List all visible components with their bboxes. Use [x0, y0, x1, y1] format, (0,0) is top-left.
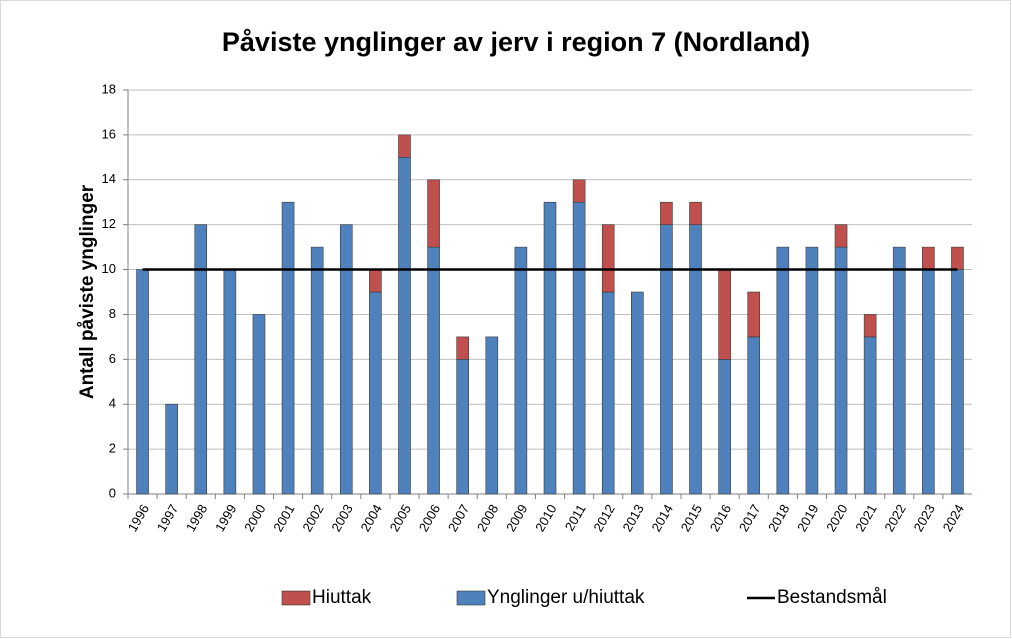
- y-tick-label: 0: [109, 485, 116, 500]
- bar-segment: [892, 246, 906, 495]
- bar-segment: [631, 291, 644, 495]
- bar-segment: [572, 179, 586, 203]
- bar-segment: [398, 134, 411, 158]
- bar-segment: [427, 179, 440, 248]
- bar-segment: [805, 246, 819, 495]
- bar-segment: [194, 224, 208, 495]
- bar-segment: [689, 224, 702, 495]
- bar-segment: [252, 314, 266, 495]
- bar-segment: [485, 336, 499, 495]
- y-tick-label: 8: [109, 306, 116, 321]
- bar-segment: [427, 246, 440, 495]
- bar-segment: [601, 224, 615, 293]
- y-axis-label: Antall påviste ynglinger: [77, 184, 98, 399]
- bar-segment: [369, 269, 382, 293]
- bar-segment: [398, 157, 411, 495]
- legend-swatch: [456, 590, 486, 606]
- bar-segment: [456, 359, 469, 495]
- bar-segment: [834, 246, 848, 495]
- bar-segment: [223, 269, 237, 495]
- bar-segment: [572, 201, 586, 495]
- legend-label: Hiuttak: [312, 587, 372, 608]
- bar-segment: [834, 224, 848, 248]
- legend-label: Ynglinger u/hiuttak: [487, 587, 645, 608]
- chart-title: Påviste ynglinger av jerv i region 7 (No…: [222, 27, 810, 57]
- bar-segment: [922, 246, 935, 270]
- bar-segment: [718, 269, 731, 360]
- bar-segment: [747, 336, 761, 495]
- bar-segment: [951, 246, 964, 270]
- bar-segment: [951, 269, 964, 495]
- bar-segment: [369, 291, 382, 495]
- y-tick-label: 16: [102, 126, 116, 141]
- y-tick-label: 12: [102, 216, 116, 231]
- bar-segment: [863, 314, 877, 338]
- bar-segment: [863, 336, 877, 495]
- y-tick-label: 18: [102, 81, 116, 96]
- bar-segment: [718, 359, 731, 495]
- bar-segment: [281, 201, 295, 495]
- bar-segment: [922, 269, 935, 495]
- bar-segment: [165, 403, 178, 495]
- bar-segment: [601, 291, 615, 495]
- bar-segment: [660, 201, 673, 225]
- y-tick-label: 6: [109, 351, 116, 366]
- bar-segment: [689, 201, 702, 225]
- y-tick-label: 10: [102, 261, 116, 276]
- bar-segment: [456, 336, 469, 360]
- bar-segment: [136, 269, 149, 495]
- y-tick-label: 2: [109, 441, 116, 456]
- legend-label: Bestandsmål: [777, 587, 887, 608]
- legend-swatch: [281, 590, 311, 606]
- bar-segment: [310, 246, 324, 495]
- bar-segment: [776, 246, 790, 495]
- bar-segment: [747, 291, 761, 338]
- bar-segment: [514, 246, 528, 495]
- bar-segment: [543, 201, 557, 495]
- y-tick-label: 4: [109, 396, 116, 411]
- bar-segment: [339, 224, 353, 495]
- bar-segment: [660, 224, 673, 495]
- y-tick-label: 14: [102, 171, 116, 186]
